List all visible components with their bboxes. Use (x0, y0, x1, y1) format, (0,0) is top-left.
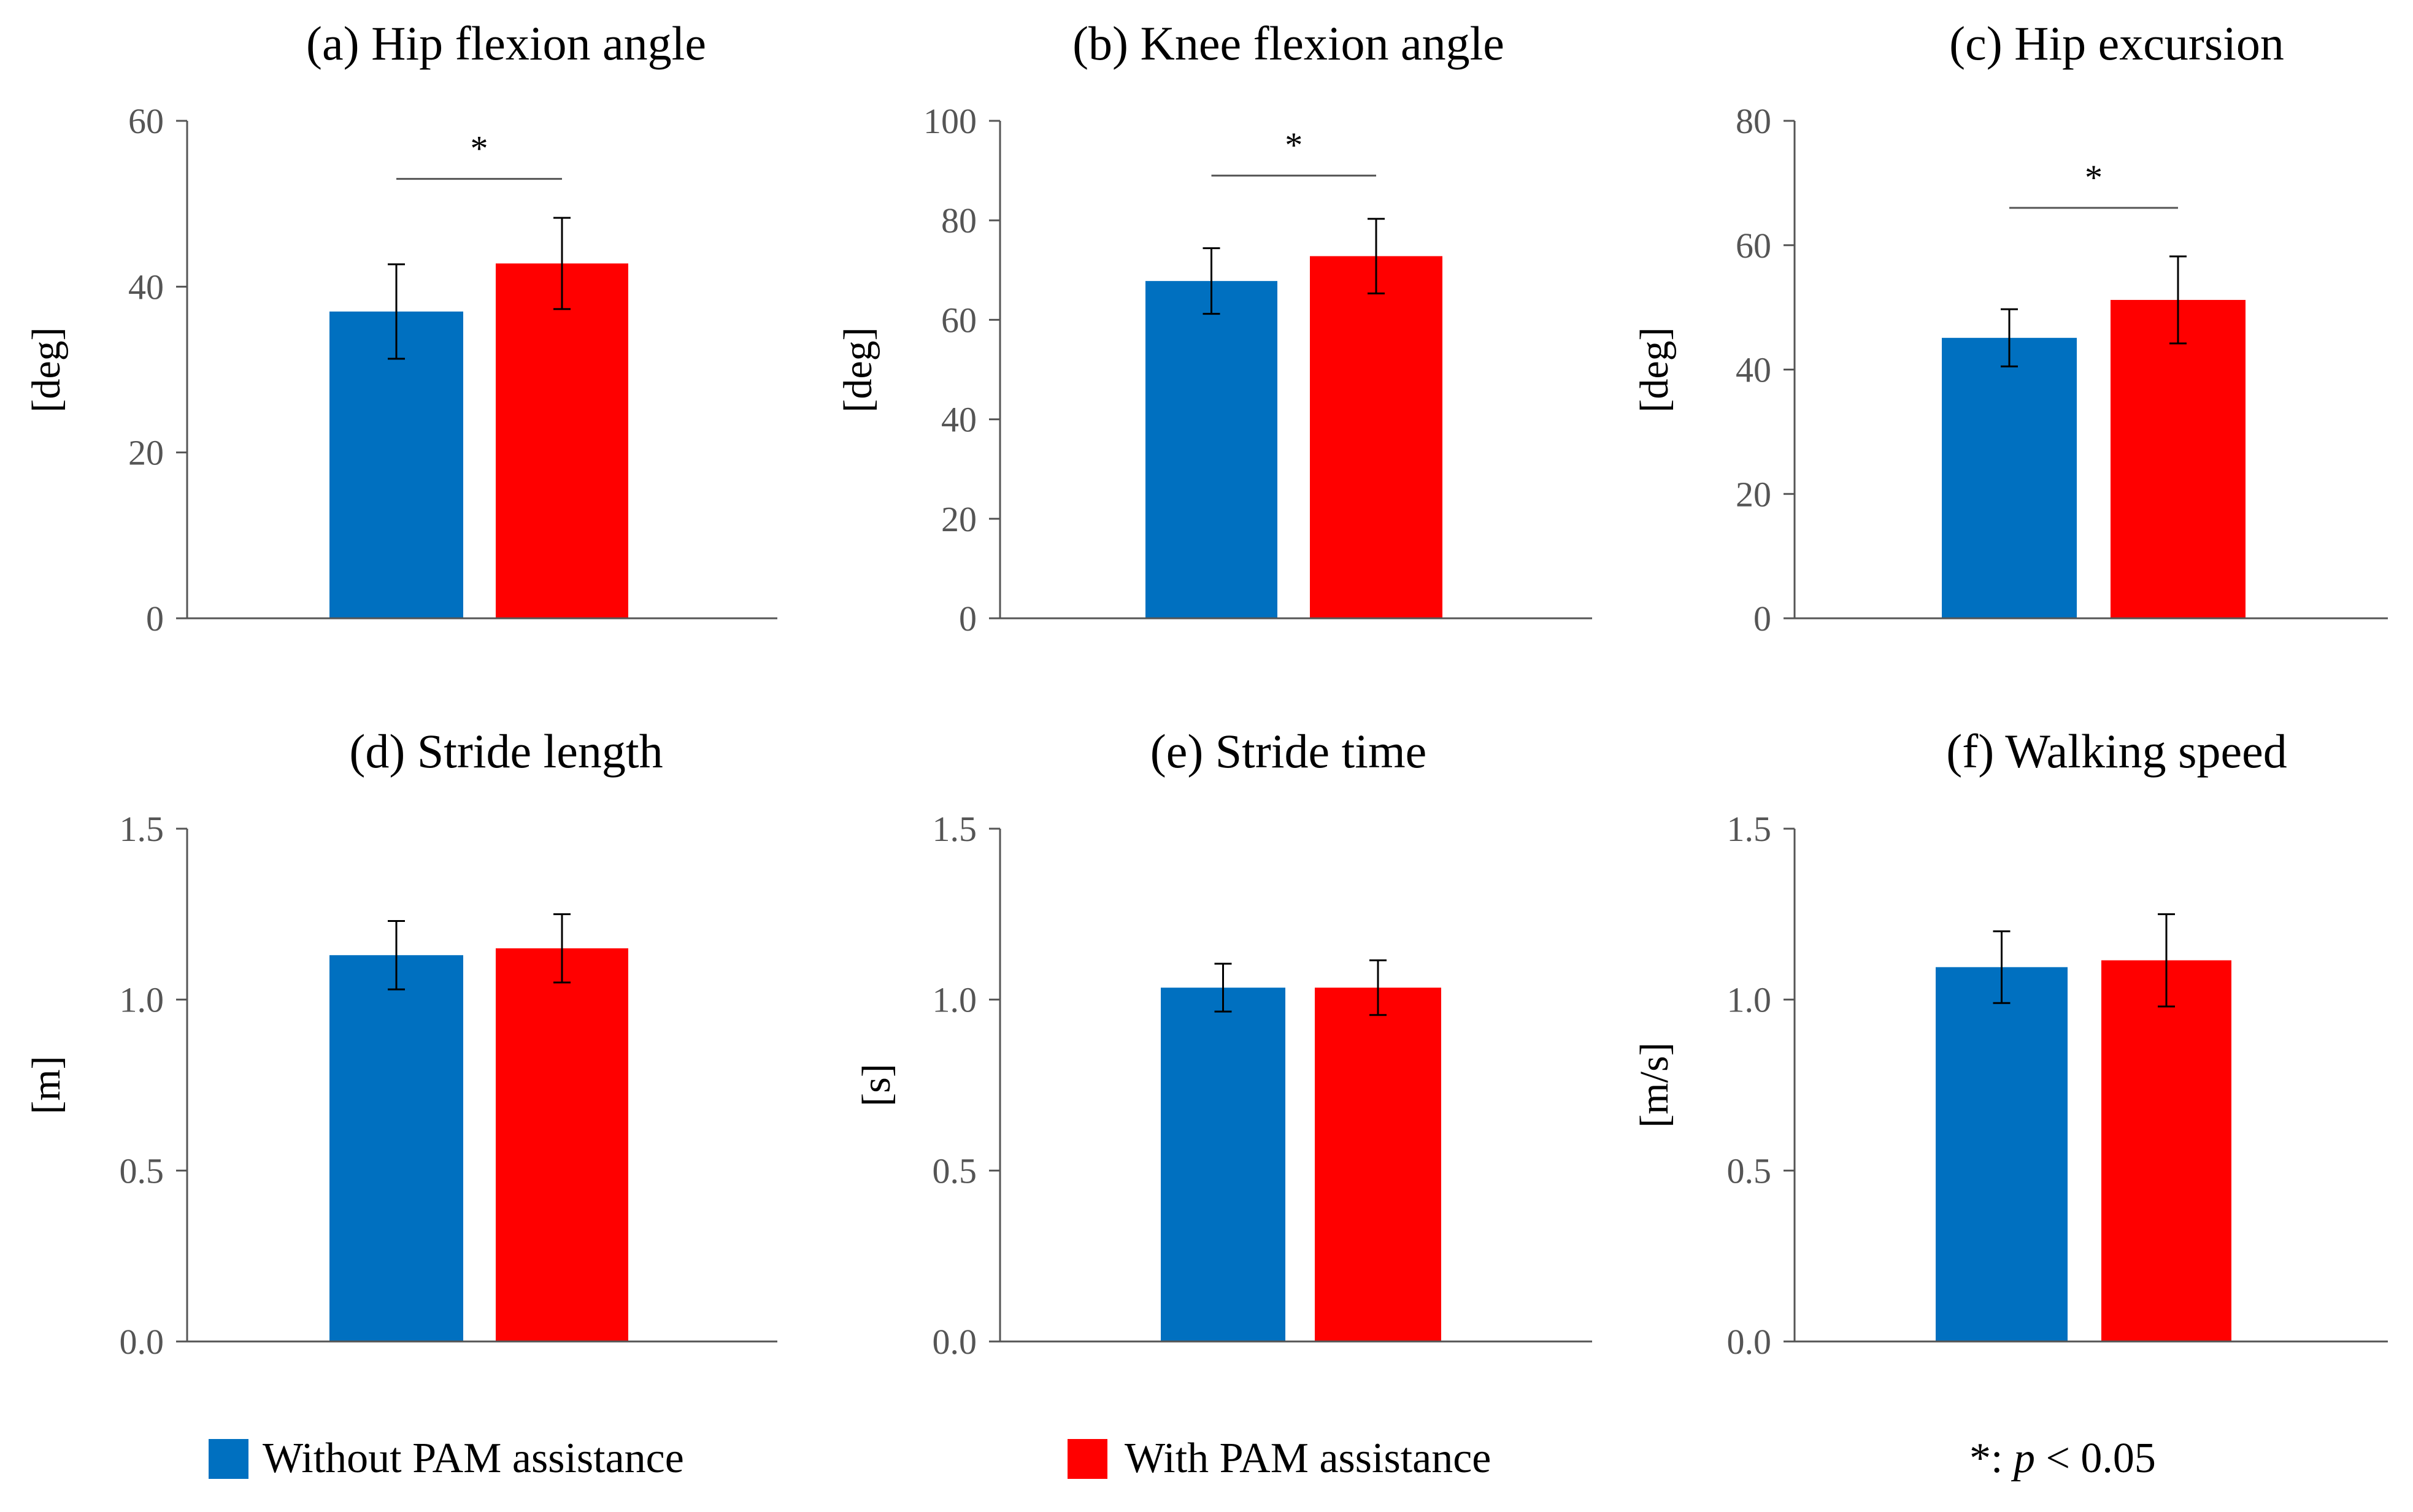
legend-label-with: With PAM assistance (1125, 1435, 1491, 1482)
y-tick-label: 1.0 (120, 980, 164, 1020)
legend: Without PAM assistance With PAM assistan… (209, 1435, 2156, 1482)
panel-title: (b) Knee flexion angle (1072, 17, 1504, 70)
y-tick-label: 20 (1736, 474, 1771, 514)
bar-with-pam (2111, 299, 2246, 619)
y-tick-label: 0 (146, 599, 164, 639)
significance-star: * (471, 129, 488, 169)
panel-b: (b) Knee flexion angle [deg] 0 20 40 60 80 100 * (836, 17, 1592, 639)
panel-title: (a) Hip flexion angle (306, 17, 706, 70)
y-tick-label: 0.5 (1727, 1151, 1772, 1191)
panel-title: (e) Stride time (1150, 724, 1427, 778)
bar-without-pam (1942, 337, 2077, 618)
bar-with-pam (1310, 256, 1442, 618)
y-tick-label: 0.5 (120, 1151, 164, 1191)
bar-without-pam (1936, 967, 2068, 1341)
y-tick-label: 100 (923, 101, 977, 141)
panel-c: (c) Hip excursion [deg] 0 20 40 60 80 * (1632, 17, 2388, 639)
y-tick-label: 60 (1736, 226, 1771, 266)
legend-label-without: Without PAM assistance (263, 1435, 684, 1482)
y-tick-label: 0.5 (933, 1151, 977, 1191)
panel-e: (e) Stride time [s] 0.0 0.5 1.0 1.5 (854, 724, 1592, 1362)
legend-swatch-with (1068, 1439, 1107, 1479)
y-tick-label: 40 (128, 267, 164, 307)
y-tick-label: 1.0 (933, 980, 977, 1020)
y-axis-label: [deg] (1632, 327, 1677, 412)
y-axis-label: [deg] (24, 327, 69, 412)
y-tick-label: 1.5 (120, 809, 164, 849)
panel-title: (d) Stride length (349, 724, 663, 778)
y-tick-label: 0.0 (933, 1322, 977, 1362)
y-tick-label: 0.0 (1727, 1322, 1772, 1362)
bar-with-pam (496, 263, 628, 618)
y-tick-label: 60 (941, 300, 977, 340)
y-tick-label: 40 (941, 400, 977, 440)
y-tick-label: 0.0 (120, 1322, 164, 1362)
y-tick-label: 1.5 (1727, 809, 1772, 849)
y-axis-label: [deg] (836, 327, 880, 412)
y-axis-label: [s] (854, 1064, 899, 1107)
y-tick-label: 60 (128, 101, 164, 141)
panel-title: (f) Walking speed (1946, 724, 2287, 778)
y-tick-label: 80 (941, 201, 977, 240)
panel-f: (f) Walking speed [m/s] 0.0 0.5 1.0 1.5 (1632, 724, 2388, 1362)
y-tick-label: 20 (941, 499, 977, 539)
y-tick-label: 80 (1736, 101, 1771, 141)
bar-with-pam (2101, 960, 2231, 1341)
y-tick-label: 0 (1753, 599, 1771, 639)
bar-without-pam (329, 311, 463, 618)
y-tick-label: 20 (128, 433, 164, 473)
bar-without-pam (1161, 988, 1285, 1341)
y-tick-label: 1.0 (1727, 980, 1772, 1020)
bar-without-pam (1145, 281, 1277, 619)
significance-note: *: p < 0.05 (1969, 1435, 2156, 1482)
panel-title: (c) Hip excursion (1949, 17, 2284, 70)
panel-d: (d) Stride length [m] 0.0 0.5 1.0 1.5 (24, 724, 777, 1362)
y-tick-label: 1.5 (933, 809, 977, 849)
bar-without-pam (329, 955, 463, 1341)
significance-star: * (1285, 125, 1303, 165)
bar-with-pam (496, 948, 628, 1341)
y-tick-label: 40 (1736, 350, 1771, 390)
legend-swatch-without (209, 1439, 248, 1479)
y-axis-label: [m] (24, 1056, 69, 1114)
bar-with-pam (1315, 988, 1441, 1341)
y-axis-label: [m/s] (1632, 1042, 1677, 1127)
panel-a: (a) Hip flexion angle [deg] 0 20 40 60 * (24, 17, 777, 639)
significance-star: * (2085, 158, 2103, 198)
y-tick-label: 0 (959, 599, 977, 639)
